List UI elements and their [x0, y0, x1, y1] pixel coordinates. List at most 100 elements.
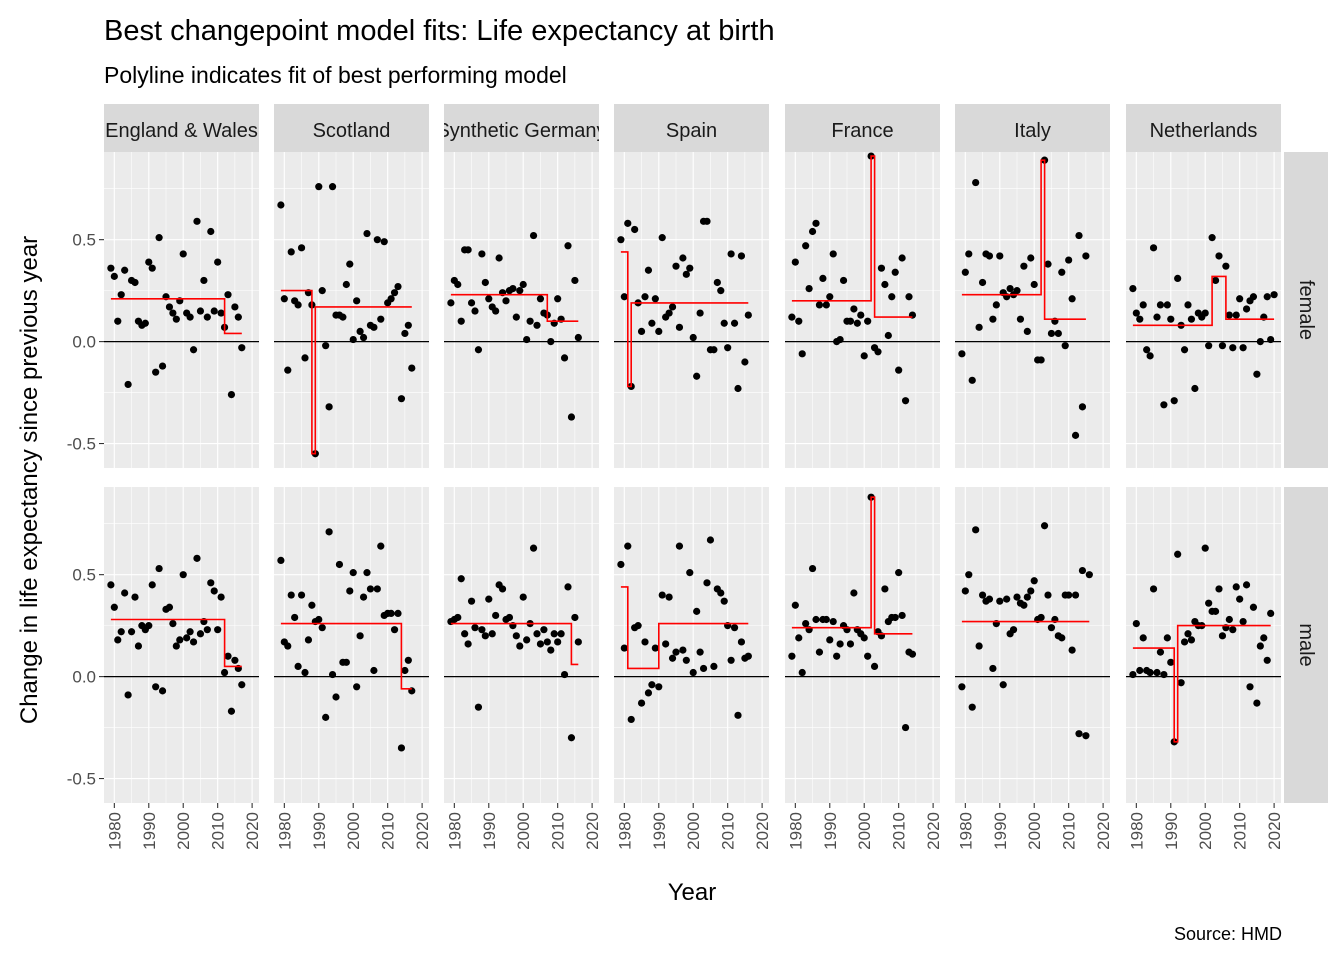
data-point [492, 611, 500, 620]
data-point [658, 591, 666, 599]
data-point [665, 593, 673, 601]
column-strip-label: Spain [666, 120, 717, 142]
data-point [179, 571, 187, 579]
data-point [895, 366, 903, 374]
panel-background [444, 152, 599, 468]
changepoint-fit-line [1132, 624, 1271, 743]
data-point [1239, 617, 1247, 626]
data-point [567, 734, 576, 742]
data-point [1047, 624, 1056, 632]
data-point [1013, 593, 1021, 601]
data-point [124, 380, 132, 389]
data-point [901, 723, 910, 732]
data-point [284, 366, 292, 374]
data-point [117, 628, 125, 636]
data-point [992, 301, 1000, 309]
data-point [461, 630, 469, 638]
row-strip-label: male [1295, 623, 1317, 666]
data-point [720, 597, 728, 605]
data-point [1013, 287, 1021, 295]
data-point [1129, 284, 1137, 293]
data-point [373, 585, 381, 593]
x-tick-label: 2000 [1025, 812, 1044, 850]
data-point [155, 234, 163, 242]
panel-background [274, 152, 429, 468]
data-point [808, 227, 817, 236]
data-point [802, 619, 810, 628]
data-point [1229, 626, 1237, 634]
data-point [870, 662, 879, 671]
data-point [833, 652, 841, 660]
column-strip-label: Synthetic Germany [436, 120, 606, 142]
data-point [1078, 403, 1087, 411]
x-tick-label: 1990 [1162, 812, 1181, 850]
data-point [682, 656, 690, 664]
data-point [516, 287, 524, 295]
data-point [881, 585, 889, 593]
y-tick-label: 0.5 [72, 231, 96, 250]
data-point [481, 278, 489, 287]
data-point [217, 593, 225, 601]
changepoint-fit-line [110, 618, 242, 668]
data-point [1037, 356, 1045, 364]
data-point [1146, 352, 1154, 360]
y-tick-label: -0.5 [67, 770, 96, 789]
x-tick-label: 2010 [719, 812, 738, 850]
data-point [304, 636, 313, 644]
data-point [1075, 231, 1083, 240]
x-tick-label: 2000 [1196, 812, 1215, 850]
data-point [353, 297, 361, 305]
data-point [658, 234, 666, 242]
data-point [1027, 254, 1035, 262]
data-point [387, 609, 395, 618]
facet-panel [104, 487, 259, 803]
data-point [315, 183, 323, 191]
strip-background [614, 104, 769, 152]
data-point [1068, 295, 1076, 303]
data-point [1044, 591, 1052, 599]
strip-background [444, 104, 599, 152]
data-point [1156, 301, 1165, 309]
data-point [1249, 293, 1258, 301]
data-point [805, 284, 813, 293]
panel-background [614, 487, 769, 803]
row-strip: female [1284, 152, 1328, 468]
data-point [1215, 585, 1223, 593]
data-point [961, 587, 969, 595]
data-point [734, 711, 742, 719]
data-point [891, 268, 899, 276]
data-point [839, 276, 848, 285]
data-point [1246, 683, 1254, 691]
data-point [1139, 301, 1147, 309]
x-tick-label: 1990 [821, 812, 840, 850]
data-point [1222, 262, 1230, 270]
data-point [210, 307, 218, 315]
data-point [965, 571, 973, 579]
data-point [401, 329, 409, 338]
data-point [315, 615, 323, 624]
data-point [1143, 346, 1151, 354]
data-point [1180, 638, 1189, 646]
data-point [655, 327, 663, 336]
x-tick-label: 2010 [1060, 812, 1079, 850]
data-point [277, 556, 285, 564]
data-point [710, 662, 718, 671]
row-strip-label: female [1295, 280, 1317, 340]
data-point [1065, 256, 1073, 264]
column-strip: Italy [955, 104, 1110, 152]
data-point [158, 362, 167, 370]
data-point [819, 274, 827, 282]
column-strip: Synthetic Germany [436, 104, 606, 152]
data-point [877, 264, 886, 272]
data-point [179, 250, 187, 258]
data-point [505, 613, 514, 622]
data-point [1149, 244, 1158, 252]
x-tick-label: 2020 [583, 812, 602, 850]
data-point [634, 622, 642, 630]
data-point [196, 307, 205, 315]
data-point [339, 313, 347, 321]
x-tick-label: 1980 [956, 812, 975, 850]
x-tick-label: 2020 [924, 812, 943, 850]
data-point [394, 609, 402, 618]
data-point [231, 656, 239, 664]
